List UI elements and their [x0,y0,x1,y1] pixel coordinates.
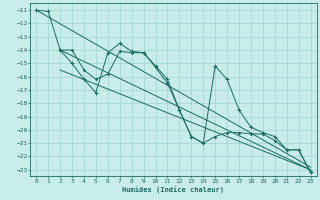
X-axis label: Humidex (Indice chaleur): Humidex (Indice chaleur) [123,186,224,193]
